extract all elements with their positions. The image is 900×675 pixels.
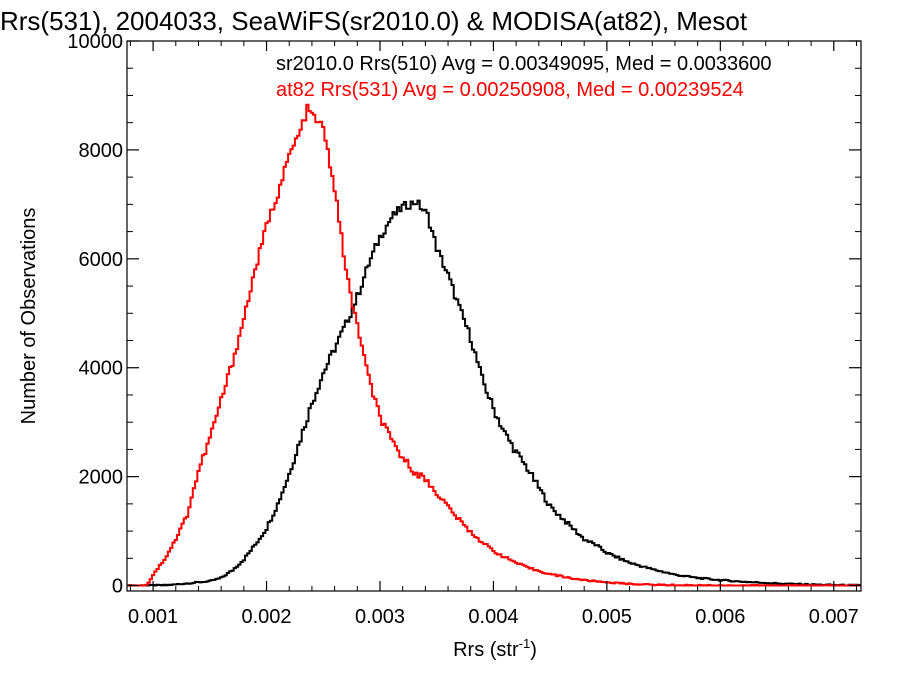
series-line-0 [127, 199, 861, 587]
x-tick-label: 0.002 [242, 606, 292, 628]
y-tick-label: 10000 [67, 31, 123, 53]
x-tick-label: 0.004 [468, 606, 518, 628]
y-axis: 0 2000 4000 6000 8000 10000 [67, 31, 861, 598]
x-tick-label: 0.006 [695, 606, 745, 628]
legend-entry-1: at82 Rrs(531) Avg = 0.00250908, Med = 0.… [276, 79, 744, 101]
y-tick-label: 0 [112, 576, 123, 598]
x-axis: 0.001 0.002 0.003 0.004 0.005 0.006 0.007 [128, 41, 859, 628]
series-layer [127, 103, 861, 587]
x-axis-label: Rrs (str-1) [453, 636, 537, 661]
legend: sr2010.0 Rrs(510) Avg = 0.00349095, Med … [276, 53, 772, 101]
x-axis-label-superscript: -1 [519, 636, 531, 651]
y-tick-label: 4000 [79, 358, 124, 380]
x-tick-label: 0.005 [582, 606, 632, 628]
y-axis-label: Number of Observations [18, 208, 40, 425]
plot-frame [126, 40, 862, 592]
x-tick-label: 0.003 [355, 606, 405, 628]
y-tick-label: 2000 [79, 467, 124, 489]
y-tick-label: 8000 [79, 140, 124, 162]
chart-title: Rrs(531), 2004033, SeaWiFS(sr2010.0) & M… [0, 6, 748, 36]
series-line-1 [127, 103, 861, 587]
x-tick-label: 0.001 [128, 606, 178, 628]
y-tick-label: 6000 [79, 249, 124, 271]
x-tick-label: 0.007 [809, 606, 859, 628]
legend-entry-0: sr2010.0 Rrs(510) Avg = 0.00349095, Med … [276, 53, 772, 75]
